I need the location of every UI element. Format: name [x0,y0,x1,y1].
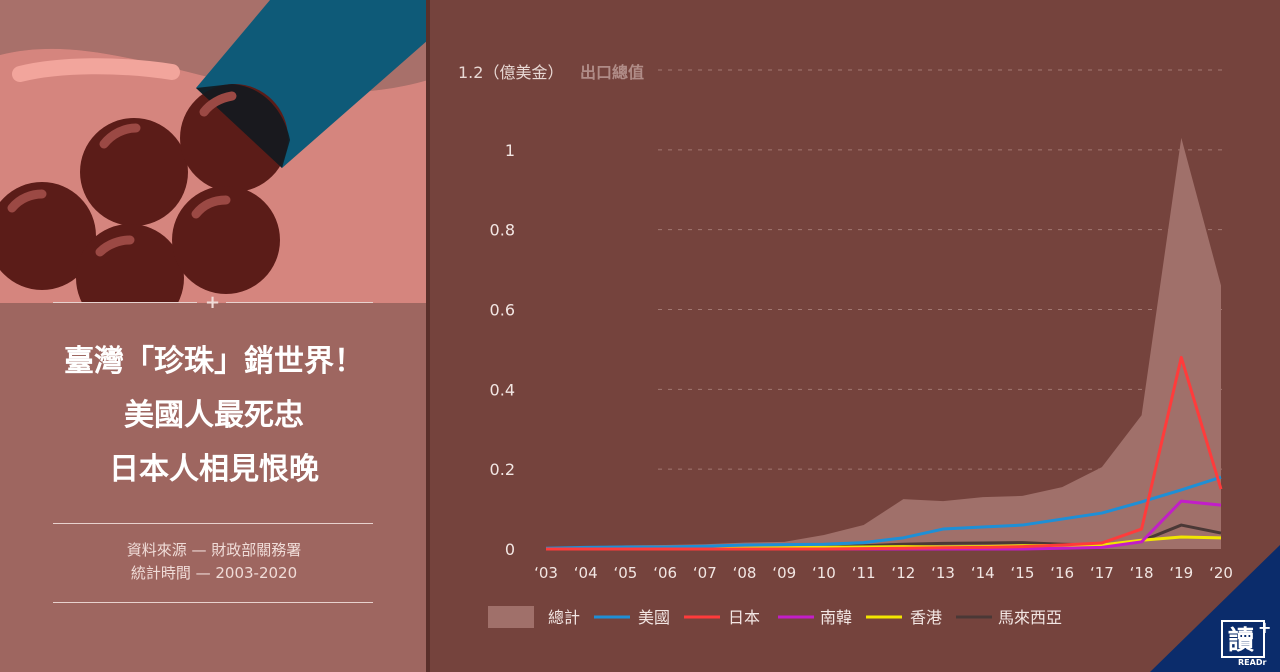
plus-mark: + [205,292,221,313]
legend-label: 香港 [910,608,942,627]
legend-label: 馬來西亞 [998,608,1062,627]
logo-char: 讀 [1228,626,1254,656]
y-tick-label: 1 [505,141,515,160]
headline-line-3: 日本人相見恨晚 [109,452,319,487]
x-tick-label: ‘03 [534,564,558,582]
top-divider-right [226,302,373,303]
headline: 臺灣「珍珠」銷世界！ 美國人最死忠 日本人相見恨晚 [0,335,428,497]
x-tick-label: ‘12 [891,564,915,582]
y-tick-label: 0.6 [490,301,515,320]
x-tick-label: ‘13 [931,564,955,582]
source-line-1: 資料來源 — 財政部關務署 [126,541,302,559]
y-tick-label: 0.2 [490,460,515,479]
bottom-divider [53,602,373,603]
legend-swatch [488,606,534,628]
headline-line-2: 美國人最死忠 [124,398,304,433]
info-panel: + 臺灣「珍珠」銷世界！ 美國人最死忠 日本人相見恨晚 資料來源 — 財政部關務… [0,0,428,672]
x-tick-label: ‘09 [772,564,796,582]
series-line [546,355,1223,551]
x-tick-label: ‘16 [1050,564,1074,582]
x-tick-label: ‘17 [1090,564,1114,582]
x-tick-label: ‘08 [733,564,757,582]
legend-label: 美國 [638,608,670,627]
y-axis-unit-label: 1.2（億美金） [458,63,563,82]
x-tick-label: ‘07 [693,564,717,582]
readr-logo: 讀 + READr [1150,545,1280,672]
x-tick-label: ‘15 [1011,564,1035,582]
x-tick-label: ‘04 [574,564,598,582]
top-divider-left [53,302,197,303]
panel-divider [426,0,430,672]
x-tick-label: ‘10 [812,564,836,582]
logo-plus: + [1258,618,1271,637]
series-line [545,475,1222,550]
source-note: 資料來源 — 財政部關務署 統計時間 — 2003-2020 [0,539,428,585]
export-chart: 1.2（億美金） 出口總值 1 0.8 0.6 0.4 0.2 0 ‘03 ‘04 ‘05 ‘0… [458,63,1233,628]
x-tick-label: ‘20 [1209,564,1233,582]
y-tick-label: 0.4 [490,380,515,399]
series-area-total [546,137,1221,549]
x-tick-label: ‘18 [1130,564,1154,582]
y-tick-label: 0.8 [490,221,515,240]
x-tick-label: ‘05 [613,564,637,582]
x-tick-label: ‘19 [1169,564,1193,582]
y-tick-label: 0 [505,540,515,559]
middle-divider [53,523,373,524]
logo-sub: READr [1238,658,1266,667]
x-tick-label: ‘11 [852,564,876,582]
legend-label: 南韓 [820,608,852,627]
x-tick-label: ‘14 [971,564,995,582]
legend-label: 總計 [548,608,580,627]
source-line-2: 統計時間 — 2003-2020 [130,564,298,582]
y-axis-title: 出口總值 [580,63,644,82]
x-tick-label: ‘06 [653,564,677,582]
bubble-tea-illustration [0,0,428,303]
legend-label: 日本 [728,608,760,627]
headline-line-1: 臺灣「珍珠」銷世界！ [64,344,364,379]
